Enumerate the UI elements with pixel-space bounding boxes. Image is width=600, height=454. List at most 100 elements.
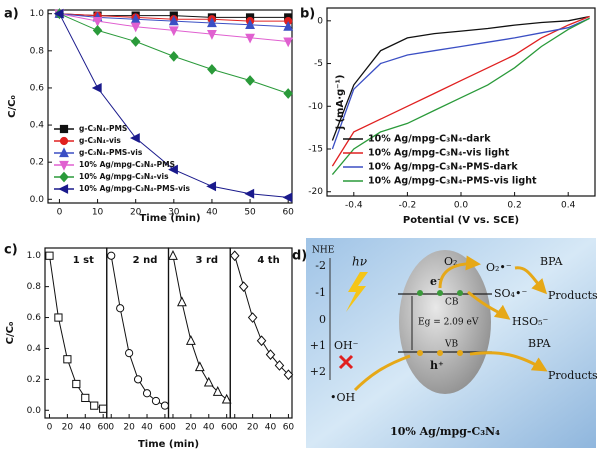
marker	[92, 17, 103, 27]
x-tick-label: -0.2	[399, 201, 417, 211]
facet-label: 2 nd	[133, 255, 158, 266]
cb-label: CB	[445, 298, 459, 308]
legend-label: 10% Ag/mpg-C₃N₄-PMS-vis	[79, 184, 191, 193]
reduction-arrow	[438, 255, 481, 289]
marker	[207, 64, 217, 75]
marker	[283, 20, 294, 31]
x-tick-label: 0	[108, 423, 114, 433]
x-tick-label: 0	[57, 208, 63, 218]
nhe-tick: -2	[315, 259, 326, 272]
marker	[168, 15, 179, 26]
electron-dot	[437, 290, 443, 296]
marker	[72, 379, 81, 389]
marker	[130, 22, 141, 33]
blocked-mark	[338, 354, 354, 370]
marker	[274, 360, 285, 371]
x-axis-label: Time (min)	[138, 439, 199, 450]
y-tick-label: -10	[308, 102, 323, 112]
marker	[203, 376, 214, 387]
x-tick-label: 20	[247, 423, 259, 433]
x-tick-label: 40	[265, 423, 277, 433]
y-tick-label: 0	[317, 16, 323, 26]
marker	[229, 250, 240, 262]
marker	[107, 251, 116, 260]
y-tick-label: 0.6	[27, 313, 42, 323]
x-tick-label: 60	[283, 423, 295, 433]
marker	[168, 26, 179, 37]
nhe-title: NHE	[312, 246, 334, 256]
y-tick-label: 0.0	[27, 406, 42, 416]
x-tick-label: 40	[141, 423, 153, 433]
marker	[206, 181, 217, 192]
panel-label: b)	[300, 7, 315, 22]
marker	[59, 147, 69, 158]
x-tick-label: 20	[130, 208, 142, 218]
nhe-tick: +1	[310, 339, 326, 352]
x-tick-label: 40	[80, 423, 92, 433]
facet-label: 4 th	[257, 255, 279, 266]
marker	[81, 393, 90, 403]
series-line	[331, 15, 590, 141]
series-line	[331, 17, 590, 150]
sulfate-label: SO₄•⁻	[494, 287, 527, 300]
legend-label: g-C₃N₄-PMS	[79, 124, 127, 133]
y-axis-label: j (mA·g⁻¹)	[335, 75, 346, 131]
x-tick-label: 20	[185, 423, 197, 433]
x-axis-label: Potential (V vs. SCE)	[403, 215, 519, 226]
x-tick-label: 0	[47, 423, 53, 433]
light-label: hν	[352, 255, 367, 269]
x-tick-label: 30	[168, 208, 180, 218]
hole-dot	[437, 350, 443, 356]
marker	[207, 30, 217, 40]
y-tick-label: 0.0	[30, 195, 45, 205]
bpa-top-label: BPA	[540, 255, 563, 268]
plot-frame	[44, 247, 108, 419]
hso5-label: HSO₅⁻	[512, 315, 549, 328]
panel-label: a)	[4, 7, 19, 22]
marker	[238, 281, 249, 292]
hole-dot	[457, 350, 463, 356]
x-tick-label: 0.4	[561, 201, 576, 211]
marker	[207, 17, 217, 28]
marker	[116, 304, 125, 313]
x-tick-label: 0	[170, 423, 176, 433]
oxidation-arrow	[469, 351, 548, 372]
marker	[125, 348, 134, 358]
marker	[58, 184, 69, 194]
marker	[99, 404, 108, 413]
vb-label: VB	[444, 340, 458, 350]
y-tick-label: -20	[308, 187, 323, 197]
x-tick-label: 20	[123, 423, 135, 433]
legend-label: 10% Ag/mpg-C₃N₄-PMS	[79, 160, 175, 169]
series-line	[331, 17, 590, 176]
facet-label: 3 rd	[196, 255, 219, 266]
bpa-arrow	[514, 266, 548, 295]
marker	[92, 25, 103, 36]
x-tick-label: 0.0	[454, 201, 469, 211]
marker	[282, 192, 293, 203]
electron-dot	[417, 290, 423, 296]
nhe-tick: 0	[319, 313, 326, 326]
y-tick-label: 1.0	[30, 9, 45, 19]
marker	[133, 375, 143, 384]
x-tick-label: 0.2	[507, 201, 521, 211]
catalyst-label: 10% Ag/mpg-C₃N₄	[390, 425, 500, 438]
y-tick-label: 0.2	[30, 158, 44, 168]
plot-frame	[47, 9, 293, 204]
marker	[283, 37, 294, 48]
marker	[168, 250, 178, 260]
oh-minus-label: OH⁻	[334, 339, 359, 352]
x-tick-label: 50	[244, 208, 256, 218]
x-tick-label: 40	[203, 423, 215, 433]
gap-label: Eg = 2.09 eV	[418, 318, 479, 328]
pms-arrow	[467, 290, 511, 320]
x-tick-label: 10	[92, 208, 104, 218]
marker	[59, 124, 69, 134]
marker	[59, 171, 69, 183]
x-tick-label: 40	[206, 208, 218, 218]
x-tick-label: 20	[62, 423, 74, 433]
facet-label: 1 st	[73, 255, 94, 266]
bpa-bottom-label: BPA	[528, 337, 551, 350]
y-axis-label: C/C₀	[7, 95, 18, 118]
marker	[256, 335, 267, 347]
